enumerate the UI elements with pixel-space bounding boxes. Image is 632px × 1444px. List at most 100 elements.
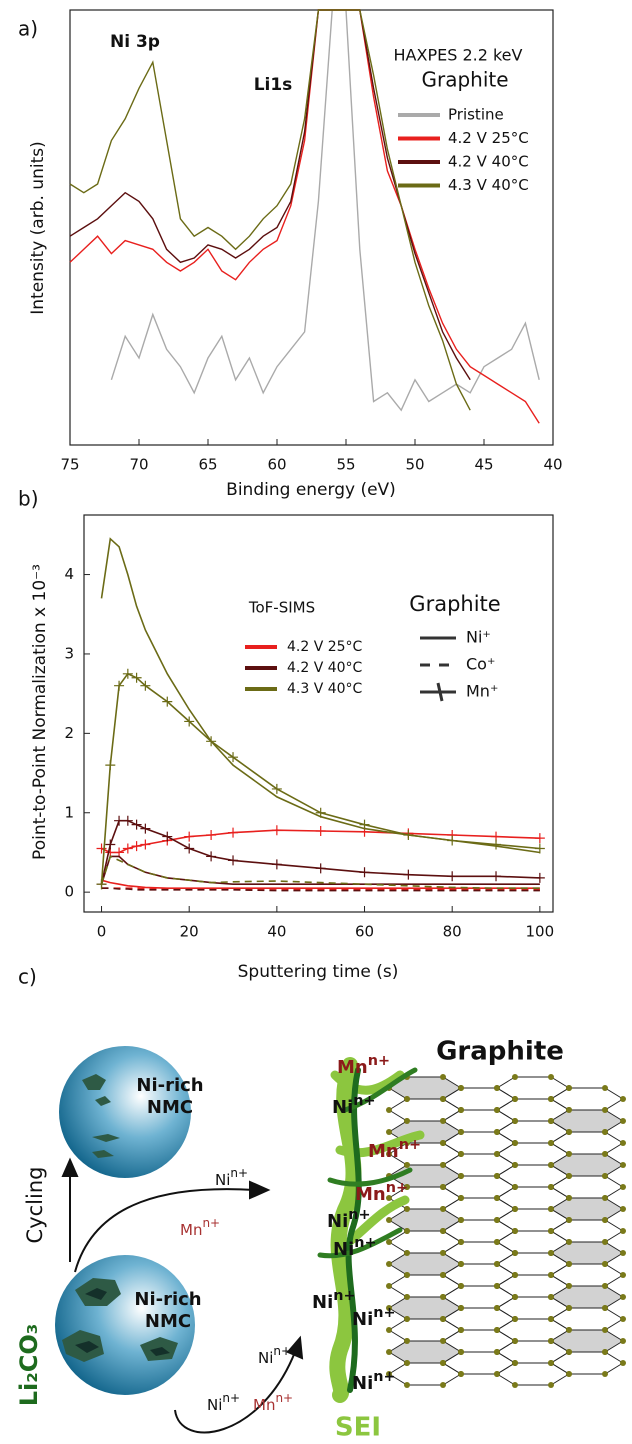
plot-frame bbox=[69, 9, 554, 446]
atom bbox=[458, 1327, 464, 1333]
atom bbox=[440, 1250, 446, 1256]
marker-plus bbox=[114, 680, 125, 691]
atom bbox=[494, 1107, 500, 1113]
ion-symbol: Mn bbox=[337, 1057, 368, 1078]
atom bbox=[512, 1206, 518, 1212]
atom bbox=[548, 1338, 554, 1344]
atom bbox=[512, 1184, 518, 1190]
atom bbox=[512, 1140, 518, 1146]
atom bbox=[620, 1162, 626, 1168]
marker-plus bbox=[184, 716, 195, 727]
atom bbox=[548, 1118, 554, 1124]
hexagon bbox=[496, 1076, 570, 1100]
hexagon bbox=[550, 1329, 624, 1353]
marker-plus bbox=[184, 831, 195, 842]
marker-plus bbox=[228, 827, 239, 838]
atom bbox=[566, 1261, 572, 1267]
ion-symbol: Ni bbox=[352, 1309, 373, 1330]
atom bbox=[404, 1294, 410, 1300]
atom bbox=[386, 1283, 392, 1289]
atom bbox=[548, 1074, 554, 1080]
atom bbox=[602, 1107, 608, 1113]
hexagon bbox=[388, 1340, 462, 1364]
legend-title: ToF-SIMS bbox=[248, 599, 315, 617]
ion-symbol: Mn bbox=[253, 1396, 275, 1414]
legend-label: 4.2 V 25°C bbox=[287, 639, 363, 655]
marker-plus bbox=[491, 871, 502, 882]
y-tick-label: 0 bbox=[64, 883, 74, 901]
panel-label: a) bbox=[18, 17, 38, 41]
marker-plus bbox=[140, 839, 151, 850]
atom bbox=[494, 1239, 500, 1245]
atom bbox=[512, 1316, 518, 1322]
atom bbox=[620, 1294, 626, 1300]
arrow bbox=[74, 1188, 256, 1273]
ion-label: Nin+ bbox=[352, 1369, 396, 1394]
atom bbox=[512, 1294, 518, 1300]
atom bbox=[404, 1206, 410, 1212]
hexagon bbox=[550, 1175, 624, 1199]
atom bbox=[386, 1349, 392, 1355]
legend-label: Mn⁺ bbox=[466, 682, 498, 701]
atom bbox=[602, 1173, 608, 1179]
ion-symbol: Ni bbox=[312, 1292, 333, 1313]
marker-plus bbox=[184, 843, 195, 854]
atom bbox=[566, 1217, 572, 1223]
x-tick-label: 65 bbox=[198, 456, 217, 474]
atom bbox=[386, 1151, 392, 1157]
ion-charge: n+ bbox=[354, 1235, 376, 1251]
hexagon bbox=[550, 1241, 624, 1265]
hexagon bbox=[388, 1098, 462, 1122]
atom bbox=[458, 1217, 464, 1223]
marker-plus bbox=[105, 760, 116, 771]
atom bbox=[458, 1195, 464, 1201]
atom bbox=[566, 1085, 572, 1091]
atom bbox=[386, 1327, 392, 1333]
series-line bbox=[69, 9, 471, 381]
ion-label: Nin+ bbox=[352, 1305, 396, 1330]
series-line bbox=[69, 9, 540, 424]
particle: Ni-rich NMC bbox=[59, 1046, 204, 1178]
atom bbox=[458, 1283, 464, 1289]
x-tick-label: 55 bbox=[336, 456, 355, 474]
atom bbox=[458, 1129, 464, 1135]
atom bbox=[440, 1140, 446, 1146]
ion-charge: n+ bbox=[368, 1053, 390, 1069]
ion-label: Nin+ bbox=[207, 1391, 240, 1414]
hexagon bbox=[550, 1109, 624, 1133]
x-axis-label: Sputtering time (s) bbox=[238, 962, 399, 982]
ion-charge: n+ bbox=[386, 1180, 408, 1196]
atom bbox=[386, 1195, 392, 1201]
ion-charge: n+ bbox=[202, 1216, 220, 1230]
atom bbox=[548, 1162, 554, 1168]
atom bbox=[440, 1162, 446, 1168]
atom bbox=[548, 1316, 554, 1322]
particle-label: Ni-rich bbox=[136, 1075, 203, 1096]
atom bbox=[602, 1085, 608, 1091]
atom bbox=[566, 1129, 572, 1135]
atom bbox=[440, 1074, 446, 1080]
marker-plus bbox=[534, 833, 545, 844]
ion-charge: n+ bbox=[373, 1369, 395, 1385]
ion-label: Mnn+ bbox=[180, 1216, 220, 1239]
atom bbox=[404, 1228, 410, 1234]
hexagon bbox=[550, 1351, 624, 1375]
marker-plus bbox=[403, 829, 414, 840]
arrowhead bbox=[61, 1157, 79, 1177]
legend-subtitle: Graphite bbox=[421, 68, 508, 92]
ion-charge: n+ bbox=[230, 1166, 248, 1180]
atom bbox=[602, 1349, 608, 1355]
atom bbox=[458, 1173, 464, 1179]
hexagon bbox=[550, 1307, 624, 1331]
atom bbox=[458, 1305, 464, 1311]
atom bbox=[566, 1305, 572, 1311]
marker-plus bbox=[96, 879, 107, 890]
hexagon bbox=[388, 1296, 462, 1320]
marker-plus bbox=[131, 819, 142, 830]
atom bbox=[458, 1085, 464, 1091]
marker-plus bbox=[105, 839, 116, 850]
marker-plus bbox=[534, 872, 545, 883]
atom bbox=[620, 1250, 626, 1256]
graphite-label: Graphite bbox=[436, 1037, 564, 1067]
marker-plus bbox=[271, 859, 282, 870]
